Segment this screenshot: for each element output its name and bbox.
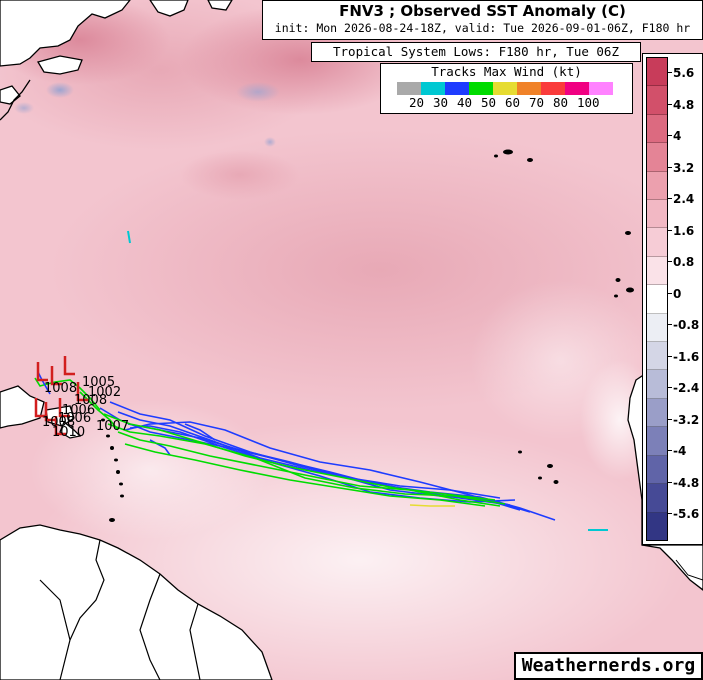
country-borders	[39, 539, 201, 680]
pressure-label: 1005	[82, 375, 115, 390]
colorbar-tick-label: 2.4	[673, 192, 695, 206]
colorbar-cell	[647, 427, 667, 456]
colorbar-cell	[647, 200, 667, 229]
legend-swatch	[445, 82, 469, 95]
colorbar-tick-label: 0	[673, 286, 682, 301]
colorbar-tick-label: 4.8	[673, 97, 695, 112]
land-north	[0, 0, 233, 105]
colorbar-cell	[647, 484, 667, 513]
legend-swatch	[493, 82, 517, 95]
pressure-label: 1006	[62, 403, 95, 418]
colorbar-tick-label: 4	[673, 129, 682, 143]
track-legend-labels: 20 30 40 50 60 70 80 100	[409, 95, 632, 110]
pressure-label: 1008	[74, 393, 107, 408]
legend-swatch	[469, 82, 493, 95]
legend-swatch	[589, 82, 613, 95]
colorbar-cell	[647, 256, 667, 286]
legend-swatch	[517, 82, 541, 95]
track-legend: Tracks Max Wind (kt) 20 30 40 50 60 70 80 100	[380, 63, 633, 114]
colorbar-cell	[647, 228, 667, 257]
colorbar-cell	[647, 342, 667, 371]
legend-label: 20	[409, 95, 425, 110]
legend-swatch	[541, 82, 565, 95]
colorbar-scale	[646, 57, 668, 541]
pressure-label: 1008	[42, 415, 75, 430]
colorbar-tick-label: -3.2	[673, 412, 700, 427]
legend-swatch	[565, 82, 589, 95]
legend-label: 30	[433, 95, 449, 110]
track-legend-swatches	[397, 82, 632, 95]
pressure-label: 1008	[44, 381, 77, 396]
colorbar-cell	[647, 86, 667, 115]
colorbar-cell	[647, 455, 667, 485]
colorbar-cell	[647, 512, 667, 540]
system-label: Tropical System Lows: F180 hr, Tue 06Z	[311, 42, 641, 62]
colorbar-tick-label: 0.8	[673, 255, 695, 269]
storm-tracks	[34, 371, 556, 521]
islands	[494, 149, 634, 484]
legend-label: 80	[553, 95, 569, 110]
title-box: FNV3 ; Observed SST Anomaly (C) init: Mo…	[262, 0, 703, 40]
legend-label: 40	[457, 95, 473, 110]
legend-label: 50	[481, 95, 497, 110]
track-terminus-markers	[34, 356, 88, 436]
lesser-antilles	[101, 418, 124, 522]
colorbar-cell	[647, 285, 667, 314]
colorbar-cell	[647, 114, 667, 144]
colorbar-tick-label: -2.4	[673, 381, 700, 395]
legend-label: 60	[505, 95, 521, 110]
pressure-label: 1002	[88, 385, 121, 400]
colorbar-tick-label: 1.6	[673, 223, 695, 238]
watermark: Weathernerds.org	[514, 652, 703, 680]
pressure-label: 1007	[96, 419, 129, 434]
legend-label: 70	[529, 95, 545, 110]
colorbar-tick-label: -0.8	[673, 318, 700, 332]
colorbar-cell	[647, 313, 667, 343]
sst-colorbar: 5.6 4.8 4 3.2 2.4 1.6 0.8 0 -0.8 -1.6 -2.4 -3.2 -4 -4…	[642, 53, 703, 545]
map-subtitle: init: Mon 2026-08-24-18Z, valid: Tue 202…	[274, 21, 691, 35]
colorbar-tick-label: -4.8	[673, 475, 700, 490]
low-track-north	[127, 230, 131, 244]
colorbar-tick-label: 5.6	[673, 66, 695, 80]
legend-swatch	[397, 82, 421, 95]
legend-swatch	[421, 82, 445, 95]
map-title: FNV3 ; Observed SST Anomaly (C)	[339, 2, 626, 20]
legend-label: 100	[577, 95, 600, 110]
colorbar-cell	[647, 398, 667, 428]
pressure-labels: 1005 1002 1008 1008 1006 1006 1007 1008 …	[42, 375, 129, 440]
colorbar-cell	[647, 58, 667, 87]
colorbar-tick-label: -1.6	[673, 349, 700, 364]
pressure-label: 1006	[58, 411, 91, 426]
colorbar-cell	[647, 143, 667, 172]
track-legend-title: Tracks Max Wind (kt)	[431, 64, 582, 79]
coastline-north	[0, 79, 31, 121]
pressure-label: 1010	[52, 425, 85, 440]
colorbar-tick-label: 3.2	[673, 160, 695, 175]
colorbar-tick-label: -4	[673, 444, 687, 458]
colorbar-cell	[647, 370, 667, 399]
colorbar-tick-label: -5.6	[673, 507, 700, 521]
colorbar-cell	[647, 171, 667, 201]
